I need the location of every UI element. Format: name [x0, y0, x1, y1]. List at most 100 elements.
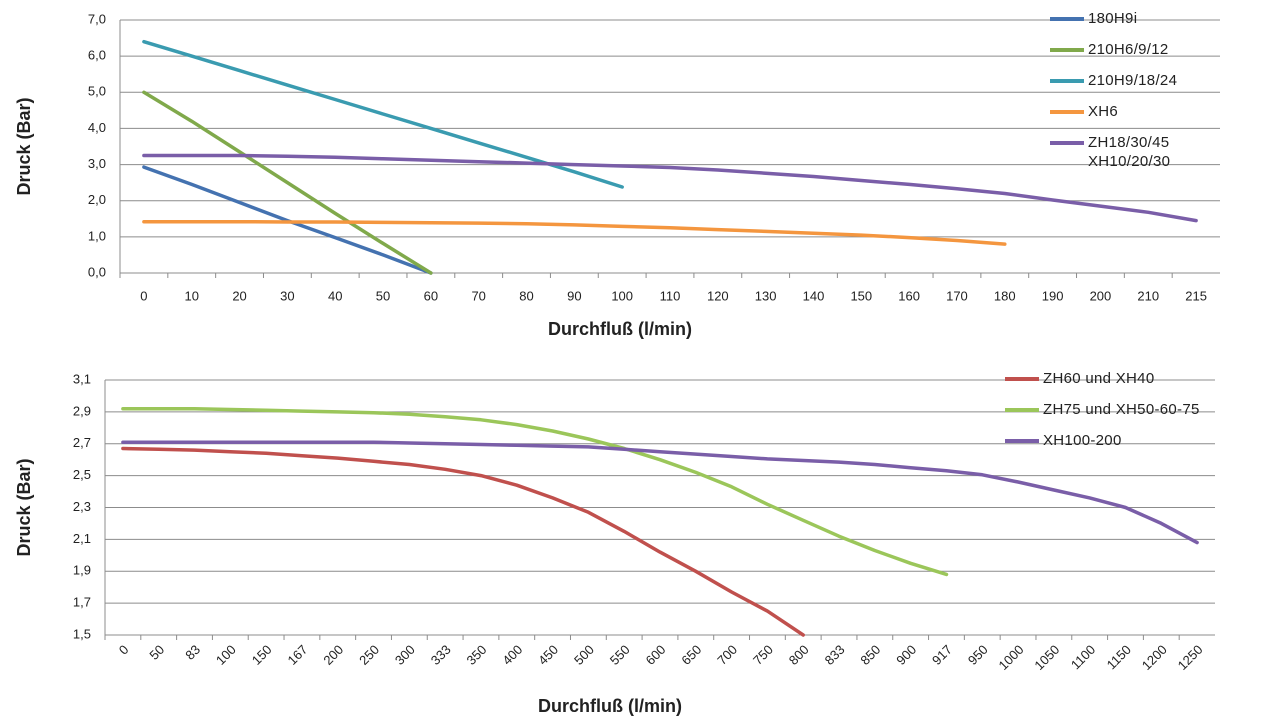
- x-tick-label: 950: [965, 642, 991, 668]
- x-tick-label: 200: [320, 642, 346, 668]
- x-tick-label: 250: [356, 642, 382, 668]
- x-tick-label: 70: [471, 288, 485, 303]
- x-tick-label: 1050: [1031, 642, 1062, 673]
- x-tick-label: 90: [567, 288, 581, 303]
- x-tick-label: 100: [213, 642, 239, 668]
- legend-label: 210H9/18/24: [1088, 72, 1178, 89]
- x-tick-label: 450: [535, 642, 561, 668]
- x-tick-label: 160: [898, 288, 920, 303]
- x-tick-label: 167: [285, 642, 311, 668]
- x-tick-label: 50: [376, 288, 390, 303]
- x-tick-label: 900: [893, 642, 919, 668]
- legend-label: 180H9i: [1088, 10, 1138, 27]
- legend-item: 210H6/9/12: [1050, 40, 1210, 59]
- y-axis-title: Druck (Bar): [14, 458, 34, 556]
- x-tick-label: 30: [280, 288, 294, 303]
- x-tick-label: 130: [755, 288, 777, 303]
- x-tick-label: 750: [750, 642, 776, 668]
- y-tick-label: 7,0: [88, 11, 106, 26]
- x-tick-label: 10: [185, 288, 199, 303]
- x-tick-label: 1000: [996, 642, 1027, 673]
- series-line: [142, 153, 1198, 223]
- legend-item: XH100-200: [1005, 431, 1261, 450]
- x-tick-label: 300: [392, 642, 418, 668]
- legend: ZH60 und XH40 ZH75 und XH50-60-75 XH100-20…: [1005, 369, 1261, 462]
- x-tick-label: 170: [946, 288, 968, 303]
- legend-label: XH100-200: [1043, 432, 1122, 449]
- y-tick-label: 1,7: [73, 595, 91, 610]
- x-tick-label: 800: [786, 642, 812, 668]
- chart: 0,0 1,0 2,0 3,0 4,0 5,0 6,0 7,0 0 10 20 30 40 50 60 70 8…: [14, 11, 1220, 339]
- x-tick-label: 700: [714, 642, 740, 668]
- x-tick-label: 83: [182, 642, 203, 663]
- y-tick-label: 5,0: [88, 84, 106, 99]
- legend-label: XH6: [1088, 103, 1119, 120]
- legend-swatch: [1050, 110, 1084, 114]
- legend-label: 210H6/9/12: [1088, 41, 1169, 58]
- x-tick-label: 150: [249, 642, 275, 668]
- x-tick-label: 110: [660, 288, 681, 303]
- x-tick-label: 333: [428, 642, 454, 668]
- x-tick-label: 150: [850, 288, 872, 303]
- legend-item: ZH75 und XH50-60-75: [1005, 400, 1261, 419]
- y-tick-label: 2,1: [73, 531, 91, 546]
- legend: 180H9i 210H6/9/12 210H9/18/24 XH6 ZH18/30/45…: [1050, 9, 1210, 183]
- x-tick-label: 1100: [1068, 642, 1098, 672]
- x-tick-label: 140: [803, 288, 825, 303]
- x-tick-label: 50: [146, 642, 167, 663]
- x-tick-label: 650: [678, 642, 704, 668]
- series-line: [142, 90, 433, 275]
- x-tick-label: 60: [424, 288, 438, 303]
- x-tick-label: 550: [607, 642, 633, 668]
- y-tick-label: 1,5: [73, 626, 91, 641]
- x-tick-label: 850: [857, 642, 883, 668]
- x-tick-label: 600: [643, 642, 669, 668]
- x-tick-label: 833: [822, 642, 848, 668]
- y-axis-title: Druck (Bar): [14, 97, 34, 195]
- x-tick-label: 100: [611, 288, 633, 303]
- x-tick-label: 1200: [1139, 642, 1170, 673]
- legend-label: ZH18/30/45 XH10/20/30: [1088, 134, 1171, 170]
- y-tick-label: 1,9: [73, 563, 91, 578]
- x-axis-title: Durchfluß (l/min): [548, 319, 692, 339]
- legend-label: ZH75 und XH50-60-75: [1043, 401, 1200, 418]
- y-tick-label: 3,1: [73, 371, 91, 386]
- series-line: [121, 440, 1199, 545]
- legend-label: ZH60 und XH40: [1043, 370, 1155, 387]
- x-tick-label: 350: [464, 642, 490, 668]
- x-tick-label: 0: [116, 642, 132, 658]
- y-tick-label: 1,0: [88, 228, 106, 243]
- x-tick-label: 1150: [1104, 642, 1134, 672]
- legend-swatch: [1050, 141, 1084, 145]
- x-tick-label: 917: [929, 642, 955, 668]
- y-tick-label: 2,7: [73, 435, 91, 450]
- x-tick-label: 500: [571, 642, 597, 668]
- x-axis-title: Durchfluß (l/min): [538, 696, 682, 716]
- legend-item: 210H9/18/24: [1050, 71, 1210, 90]
- legend-swatch: [1005, 408, 1039, 412]
- legend-swatch: [1005, 377, 1039, 381]
- y-tick-label: 2,5: [73, 467, 91, 482]
- y-tick-label: 3,0: [88, 156, 106, 171]
- x-tick-label: 0: [140, 288, 147, 303]
- legend-swatch: [1050, 48, 1084, 52]
- legend-item: 180H9i: [1050, 9, 1210, 28]
- legend-swatch: [1005, 439, 1039, 443]
- y-tick-label: 2,9: [73, 403, 91, 418]
- series-line: [142, 219, 1007, 246]
- x-tick-label: 215: [1185, 288, 1207, 303]
- y-tick-label: 6,0: [88, 48, 106, 63]
- y-tick-label: 0,0: [88, 264, 106, 279]
- x-tick-label: 20: [232, 288, 246, 303]
- y-tick-label: 4,0: [88, 120, 106, 135]
- x-tick-label: 400: [499, 642, 525, 668]
- legend-swatch: [1050, 79, 1084, 83]
- y-tick-label: 2,0: [88, 192, 106, 207]
- x-tick-label: 200: [1090, 288, 1112, 303]
- x-tick-label: 80: [519, 288, 533, 303]
- x-tick-label: 190: [1042, 288, 1064, 303]
- series-line: [121, 446, 805, 637]
- y-tick-label: 2,3: [73, 499, 91, 514]
